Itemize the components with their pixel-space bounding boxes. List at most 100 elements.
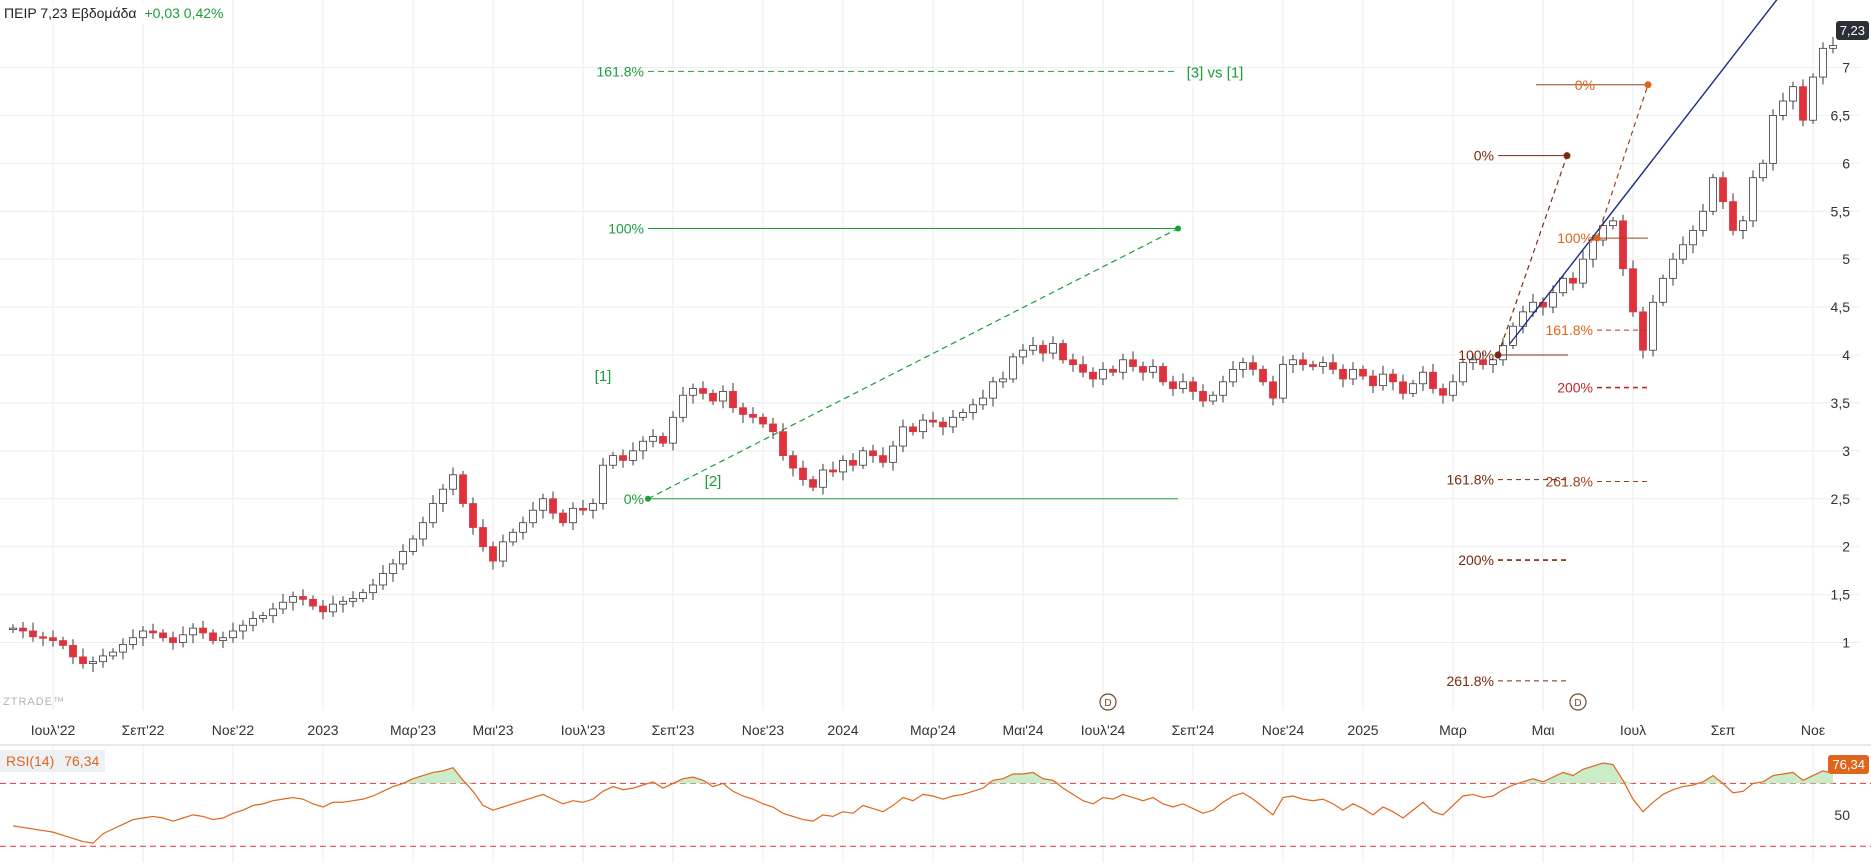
event-marker-label: D: [1104, 698, 1111, 709]
candle: [289, 596, 297, 603]
candle: [619, 455, 627, 461]
candle: [819, 469, 827, 488]
x-tick-label: Νοε'24: [1262, 722, 1305, 738]
y-tick-label: 4,5: [1831, 299, 1851, 315]
candle: [839, 460, 847, 473]
candle: [509, 531, 517, 543]
candle: [999, 378, 1007, 383]
candle: [1819, 47, 1827, 78]
rsi-badge: 76,34: [1828, 755, 1869, 774]
candle: [1479, 359, 1487, 365]
symbol-header: ΠΕΙΡ 7,23 Εβδομάδα +0,03 0,42%: [0, 2, 228, 24]
fib-lower-label: 100%: [1458, 347, 1494, 363]
candle: [1079, 364, 1087, 373]
fib-upper-label: 161.8%: [1546, 322, 1593, 338]
candle: [1529, 301, 1537, 313]
change-text: +0,03 0,42%: [144, 5, 224, 21]
candle: [179, 634, 187, 643]
fib-lower-projection: [1497, 155, 1568, 356]
candle: [1299, 359, 1307, 365]
candle: [659, 436, 667, 444]
candle: [549, 498, 557, 514]
candle: [1489, 359, 1497, 365]
fib-lower-anchor: [1563, 152, 1571, 160]
fib-green-anchor: [1175, 225, 1181, 232]
y-tick-label: 1,5: [1831, 587, 1851, 603]
candle: [399, 551, 407, 565]
candle: [1749, 177, 1757, 222]
candle: [749, 414, 757, 418]
candle: [1359, 368, 1367, 377]
candle: [359, 592, 367, 599]
candle: [1449, 381, 1457, 396]
candle: [1019, 349, 1027, 358]
candle: [69, 644, 77, 658]
candle: [689, 388, 697, 396]
candle: [599, 464, 607, 504]
candle: [1419, 371, 1427, 385]
y-tick-label: 3: [1842, 443, 1850, 459]
candle: [349, 598, 357, 602]
rsi-line: [12, 762, 1834, 844]
candle: [109, 651, 117, 657]
candle: [719, 391, 727, 402]
candle: [949, 416, 957, 428]
candle: [139, 630, 147, 639]
candle: [1439, 388, 1447, 396]
candle: [669, 416, 677, 444]
candle: [1589, 239, 1597, 260]
candle: [219, 637, 227, 641]
rsi-value: 76,34: [64, 753, 100, 769]
candle: [639, 440, 647, 452]
candle: [929, 419, 937, 423]
candle: [919, 419, 927, 433]
candle: [209, 632, 217, 641]
candle: [529, 509, 537, 524]
y-tick-label: 4: [1842, 347, 1850, 363]
x-tick-label: Ιουλ: [1620, 722, 1646, 738]
candle: [889, 445, 897, 463]
candle: [199, 627, 207, 634]
rsi-label: RSI(14): [6, 753, 55, 769]
x-tick-label: Νοε'22: [212, 722, 255, 738]
candle: [1189, 381, 1197, 392]
candle: [319, 605, 327, 613]
candle: [1689, 230, 1697, 246]
candle: [649, 436, 657, 442]
candle: [369, 584, 377, 594]
candle: [769, 423, 777, 433]
x-tick-label: Μαρ: [1439, 722, 1467, 738]
candle: [1719, 177, 1727, 203]
fib-lower-label: 261.8%: [1447, 673, 1494, 689]
x-tick-label: Σεπ'23: [652, 722, 695, 738]
candle: [1809, 76, 1817, 121]
candle: [149, 630, 157, 634]
candle: [1699, 210, 1707, 231]
candle: [259, 615, 267, 619]
candle: [849, 460, 857, 466]
candle: [979, 397, 987, 406]
candle: [1639, 311, 1647, 351]
candle: [739, 407, 747, 415]
fib-lower-label: 200%: [1458, 552, 1494, 568]
x-tick-label: Μαι'24: [1002, 722, 1043, 738]
candle: [129, 637, 137, 645]
x-tick-label: 2023: [307, 722, 338, 738]
fib-upper-anchor: [1644, 81, 1652, 89]
candle: [1349, 368, 1357, 380]
candle: [1089, 371, 1097, 380]
symbol-text: ΠΕΙΡ 7,23 Εβδομάδα: [4, 5, 137, 21]
fib-upper-label: 100%: [1557, 230, 1593, 246]
candle: [859, 450, 867, 466]
candle: [1099, 368, 1107, 380]
candle: [1009, 356, 1017, 380]
trend-line: [1591, 0, 1778, 239]
y-tick-label: 5: [1842, 251, 1850, 267]
candle: [1269, 381, 1277, 399]
candle: [909, 426, 917, 433]
candle: [779, 431, 787, 457]
x-tick-label: Σεπ'24: [1172, 722, 1215, 738]
candle: [1659, 277, 1667, 303]
candle: [99, 655, 107, 663]
